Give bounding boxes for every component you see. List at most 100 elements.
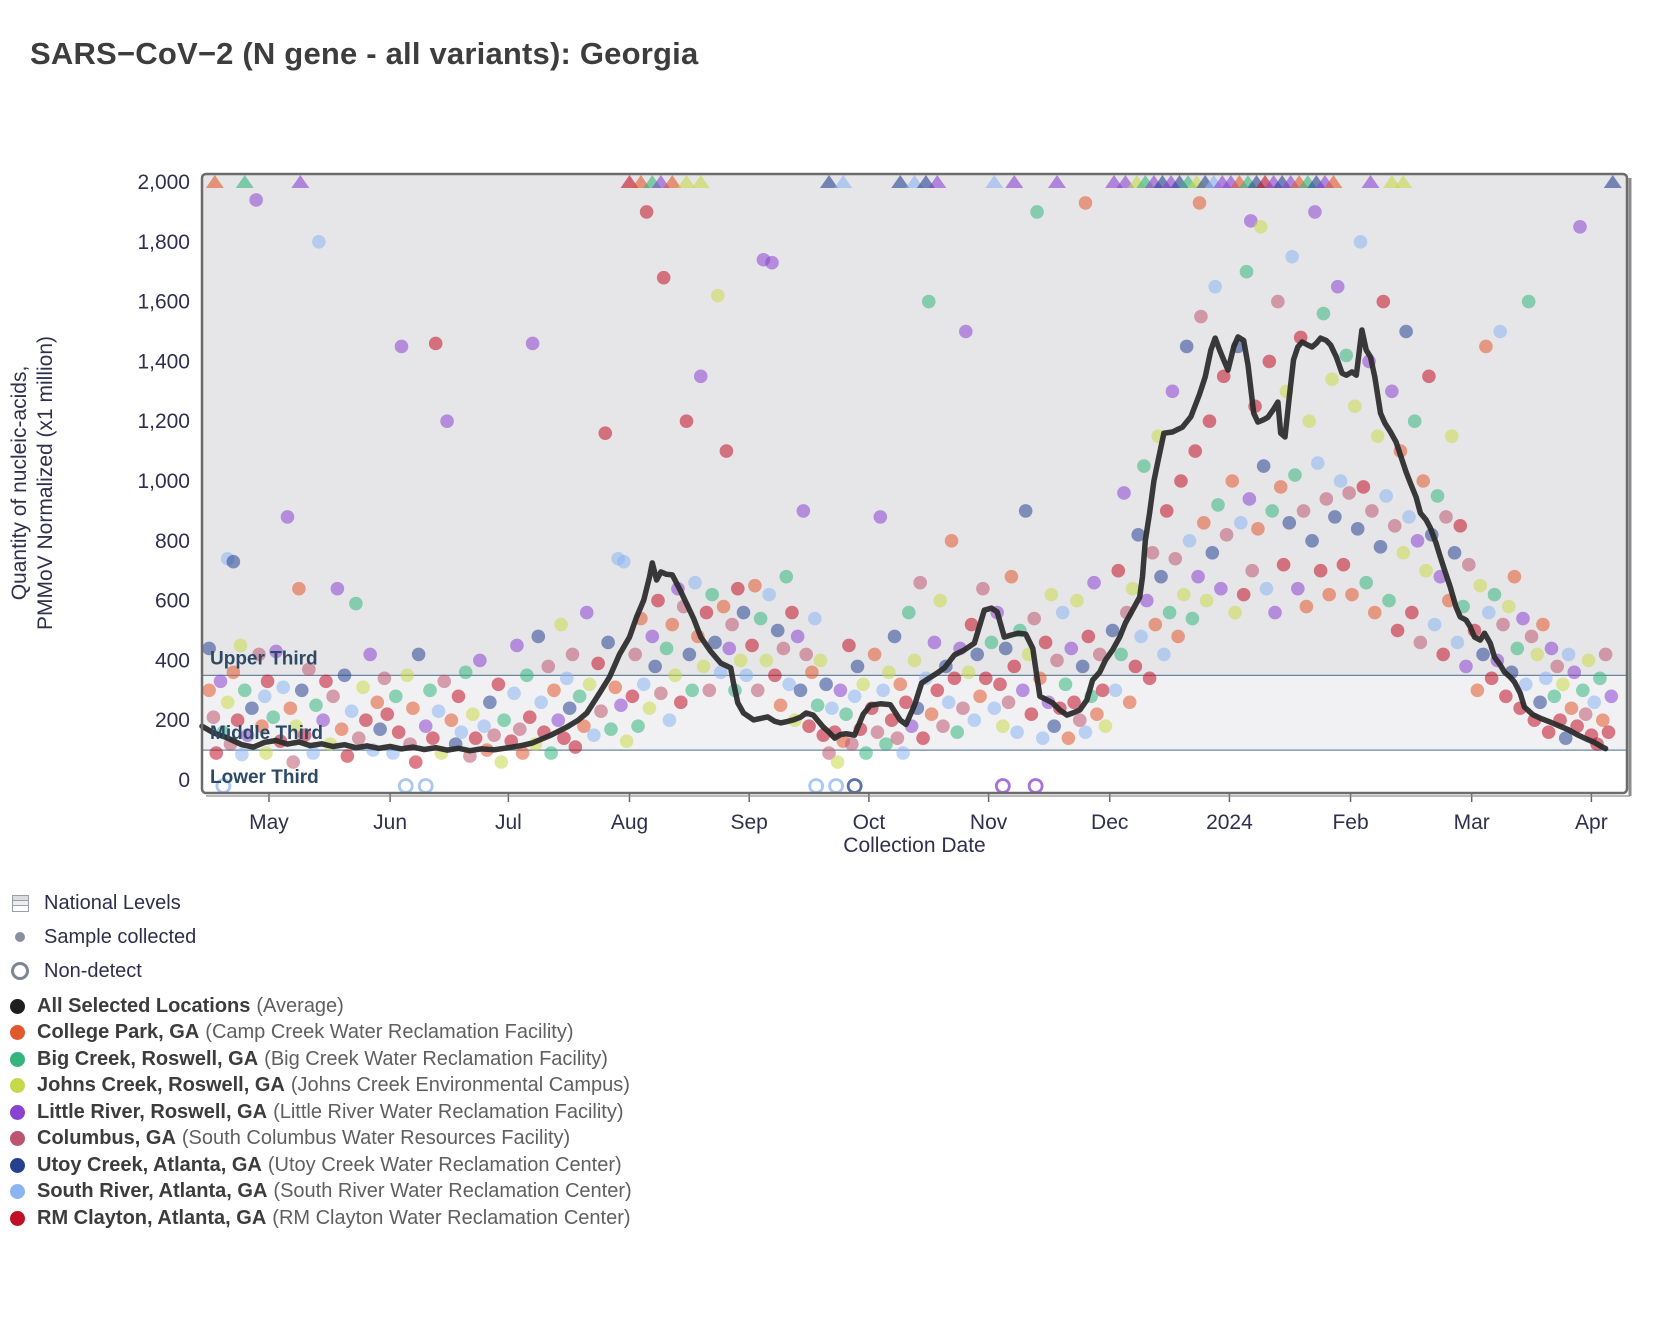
scatter-point — [491, 677, 506, 692]
clipped-marker — [205, 175, 224, 188]
scatter-point — [1538, 671, 1553, 686]
plot-border — [200, 172, 1629, 795]
scatter-point — [1177, 587, 1191, 602]
scatter-point — [1470, 683, 1485, 698]
scatter-point — [1447, 545, 1462, 560]
scatter-point — [1256, 459, 1271, 473]
scatter-point — [1075, 659, 1090, 674]
scatter-point — [1550, 659, 1564, 674]
scatter-point — [1481, 605, 1496, 620]
scatter-point — [1234, 516, 1248, 530]
scatter-point — [1487, 587, 1502, 602]
scatter-point — [659, 641, 674, 656]
scatter-point — [1308, 205, 1322, 219]
scatter-point — [733, 653, 748, 668]
scatter-point — [936, 719, 950, 733]
clipped-marker — [905, 175, 924, 188]
scatter-point — [1402, 510, 1416, 524]
scatter-point — [1299, 599, 1314, 614]
x-tick-label: Mar — [1454, 811, 1490, 834]
scatter-point — [1396, 545, 1411, 560]
scatter-point — [245, 701, 259, 716]
x-tick-label: Oct — [853, 811, 886, 834]
scatter-point — [337, 668, 352, 683]
scatter-point — [1273, 480, 1288, 494]
scatter-point — [1174, 474, 1188, 488]
scatter-point — [631, 719, 645, 733]
scatter-point — [389, 689, 403, 704]
legend-national-levels: National Levels — [10, 886, 196, 920]
scatter-point — [1142, 671, 1157, 686]
clipped-marker — [928, 175, 947, 188]
x-tick-label: Sep — [731, 811, 768, 834]
location-legend-item-5: Columbus, GA (South Columbus Water Resour… — [10, 1126, 632, 1153]
scatter-point — [870, 725, 885, 739]
scatter-point — [1244, 214, 1258, 228]
scatter-point — [306, 746, 320, 760]
scatter-point — [941, 695, 956, 710]
scatter-point — [541, 659, 556, 674]
scatter-point — [547, 683, 561, 698]
scatter-point — [822, 746, 836, 760]
scatter-point — [1533, 695, 1547, 710]
scatter-point — [1265, 504, 1279, 518]
scatter-point — [1194, 309, 1208, 324]
scatter-point — [1188, 444, 1203, 458]
scatter-point — [477, 719, 491, 733]
scatter-point — [289, 719, 303, 733]
scatter-point — [1319, 492, 1334, 506]
scatter-point — [1313, 563, 1328, 578]
scatter-point — [651, 593, 665, 608]
scatter-point — [259, 746, 273, 760]
legend-national-levels-label: National Levels — [44, 891, 181, 914]
scatter-point — [628, 647, 642, 662]
scatter-point — [1427, 617, 1442, 632]
scatter-point — [351, 731, 366, 745]
location-legend-item-0: All Selected Locations (Average) — [10, 993, 632, 1020]
scatter-point — [1459, 659, 1473, 674]
scatter-point — [1576, 683, 1590, 698]
scatter-point — [1018, 504, 1033, 518]
clipped-marker — [891, 175, 910, 188]
location-legend-item-4: Little River, Roswell, GA (Little River W… — [10, 1099, 632, 1126]
scatter-point — [1365, 504, 1379, 518]
scatter-point — [1214, 581, 1228, 596]
y-tick-label: 0 — [178, 769, 190, 792]
scatter-point — [531, 629, 546, 644]
location-color-dot — [10, 1051, 25, 1067]
scatter-point — [1387, 519, 1402, 533]
scatter-point — [1530, 647, 1545, 662]
scatter-point — [1095, 683, 1110, 698]
scatter-point — [582, 677, 597, 692]
scatter-point — [1524, 629, 1539, 644]
scatter-point — [944, 534, 959, 548]
scatter-point — [598, 426, 613, 440]
scatter-point — [1081, 629, 1096, 644]
scatter-point — [1242, 492, 1257, 506]
clipped-marker — [820, 175, 838, 188]
scatter-point — [1154, 569, 1168, 584]
scatter-point — [696, 659, 711, 674]
scatter-point — [867, 647, 882, 662]
scatter-point — [312, 235, 326, 249]
scatter-point — [237, 683, 252, 698]
scatter-point — [656, 270, 671, 285]
scatter-point — [1185, 611, 1200, 626]
scatter-point — [209, 746, 224, 760]
scatter-point — [1268, 605, 1282, 620]
scatter-point — [810, 698, 825, 713]
y-tick-label: 1,200 — [137, 410, 190, 433]
scatter-point — [572, 689, 587, 704]
scatter-point — [1567, 665, 1582, 680]
clipped-marker — [620, 175, 639, 188]
scatter-point — [1064, 641, 1079, 656]
scatter-point — [807, 611, 822, 626]
scatter-point — [1373, 539, 1388, 554]
scatter-point — [316, 713, 330, 727]
location-facility: (Johns Creek Environmental Campus) — [290, 1074, 630, 1097]
location-facility: (RM Clayton Water Reclamation Center) — [272, 1206, 631, 1229]
x-axis-title: Collection Date — [843, 834, 985, 857]
scatter-point — [713, 665, 728, 680]
scatter-point — [1145, 545, 1160, 560]
scatter-point — [1385, 384, 1399, 399]
